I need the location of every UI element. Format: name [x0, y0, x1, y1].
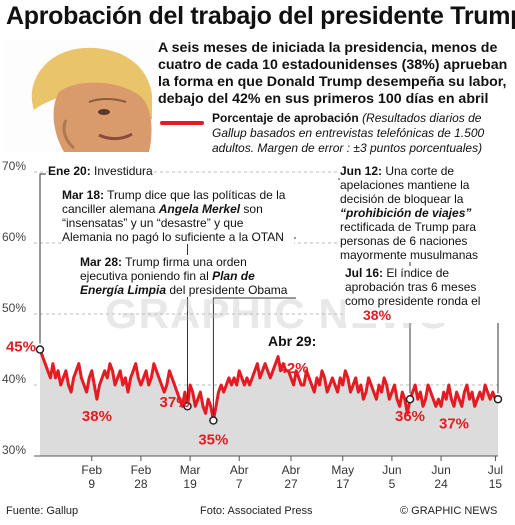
annotation-mar28-plan: Plan de Energía Limpia [80, 269, 255, 297]
leader-jan20 [39, 173, 46, 344]
event-marker [183, 402, 192, 411]
annotation-mar28: Mar 28: Trump firma una orden ejecutiva … [80, 255, 295, 297]
data-label-mar28: 35% [198, 432, 228, 449]
x-tick-label-month: Feb [81, 463, 102, 477]
annotation-mar18-text1: Trump dice que las políticas de la canci… [62, 188, 286, 216]
data-label-start: 45% [6, 339, 36, 356]
event-marker [209, 416, 218, 425]
x-tick-label-month: Jul [488, 463, 503, 477]
event-marker [405, 394, 415, 404]
x-tick-label-month: Abr [282, 463, 301, 477]
x-tick-label-month: Feb [131, 463, 152, 477]
annotation-jan20-date: Ene 20: [48, 164, 91, 178]
trump-portrait-icon [4, 40, 154, 152]
x-tick-label-day: 7 [236, 477, 243, 491]
annotation-jun12: Jun 12: Una corte de apelaciones mantien… [340, 164, 508, 262]
approval-area [40, 349, 498, 456]
legend-label: Porcentaje de aprobación [212, 111, 359, 125]
annotation-apr29: Abr 29: [268, 333, 317, 349]
event-marker [35, 345, 45, 354]
source-credit: Fuente: Gallup [6, 505, 79, 517]
legend-note: (Resultados diarios de Gallup basados en… [212, 111, 485, 155]
x-tick-label-day: 5 [389, 477, 396, 491]
data-label-mar: 37% [160, 394, 190, 411]
x-tick-label-day: 19 [183, 477, 197, 491]
leader-mar28 [212, 297, 296, 415]
x-tick-label-day: 27 [284, 477, 298, 491]
photo-credit: Foto: Associated Press [200, 505, 313, 517]
annotation-jun12-ban: “prohibición de viajes” [340, 206, 472, 220]
annotation-mar18-date: Mar 18: [62, 188, 105, 202]
approval-line-chart: 30%40%50%60%70% Feb9Feb28Mar19Abr7Abr27M… [2, 159, 505, 491]
data-label-jul: 37% [439, 415, 469, 432]
event-marker [493, 394, 503, 404]
y-tick-label: 70% [2, 159, 26, 173]
x-tick-label-month: Jun [431, 463, 450, 477]
annotation-jan20: Ene 20: Investidura [48, 164, 153, 178]
annotation-mar18-text2: son “insensatas” y un “desastre” y que A… [62, 202, 284, 244]
annotation-jan20-text: Investidura [94, 164, 153, 178]
trump-photo [4, 40, 154, 152]
copyright-credit: © GRAPHIC NEWS [400, 505, 498, 517]
annotation-mar28-text1: Trump firma una orden ejecutiva poniendo… [80, 255, 247, 283]
x-tick-label-day: 24 [434, 477, 448, 491]
x-tick-label-month: May [331, 463, 354, 477]
annotation-mar28-text2: del presidente Obama [166, 283, 288, 297]
x-tick-label-month: Abr [230, 463, 249, 477]
approval-line [38, 348, 498, 422]
annotation-jul16: Jul 16: El índice de aprobación tras 6 m… [345, 266, 505, 323]
data-label-jun: 36% [395, 408, 425, 425]
annotation-mar18-name: Angela Merkel [158, 202, 241, 216]
annotation-jul16-value: 38% [363, 307, 392, 323]
legend: Porcentaje de aprobación (Resultados dia… [212, 111, 510, 156]
intro-text: A seis meses de iniciada la presidencia,… [158, 40, 508, 107]
annotation-mar18: Mar 18: Trump dice que las políticas de … [62, 188, 294, 244]
annotation-mar28-date: Mar 28: [80, 255, 123, 269]
y-tick-label: 50% [2, 301, 26, 315]
chart-title: Aprobación del trabajo del presidente Tr… [6, 2, 515, 30]
x-tick-label-month: Mar [180, 463, 201, 477]
x-tick-label-month: Jun [382, 463, 401, 477]
y-tick-label: 60% [2, 230, 26, 244]
annotation-jun12-text1: Una corte de apelaciones mantiene la dec… [340, 164, 470, 206]
data-label-apr29: 42% [279, 360, 309, 377]
data-label-feb: 38% [82, 408, 112, 425]
annotation-jun12-date: Jun 12: [340, 164, 383, 178]
y-tick-label: 40% [2, 372, 26, 386]
x-tick-label-day: 28 [134, 477, 148, 491]
x-tick-label-day: 15 [489, 477, 503, 491]
annotation-jun12-text2: rectificada de Trump para personas de 6 … [340, 220, 479, 262]
annotation-apr29-date: Abr 29: [268, 333, 317, 349]
x-tick-label-day: 9 [88, 477, 95, 491]
y-tick-label: 30% [2, 443, 26, 457]
legend-line-swatch [160, 121, 204, 125]
x-tick-label-day: 17 [336, 477, 350, 491]
annotation-jul16-text: El índice de aprobación tras 6 meses com… [345, 266, 481, 308]
annotation-jul16-date: Jul 16: [345, 266, 384, 280]
